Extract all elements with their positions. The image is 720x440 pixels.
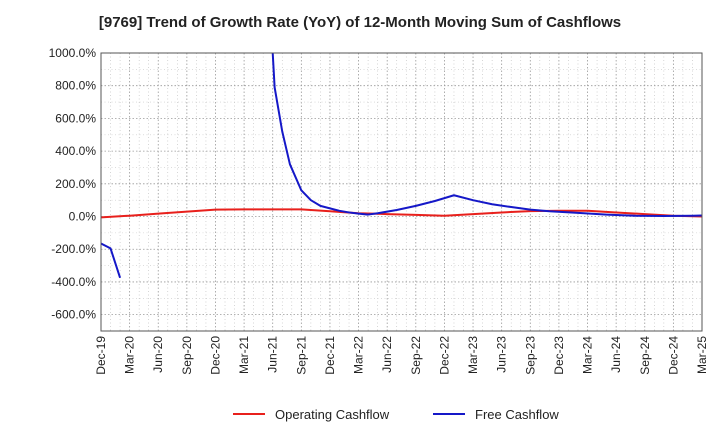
- x-tick-label: Sep-23: [523, 336, 537, 375]
- axis-layer: Dec-19 Mar-20 Jun-20 Sep-20 Dec-20 Mar-21 Jun-…: [49, 46, 709, 375]
- x-tick-label: Mar-22: [352, 336, 366, 374]
- x-tick-label: Sep-24: [638, 336, 652, 375]
- series-line-1: [271, 52, 702, 218]
- y-tick-label: 400.0%: [55, 144, 96, 158]
- legend-label-0: Operating Cashflow: [275, 407, 390, 422]
- y-tick-label: -200.0%: [51, 242, 96, 256]
- y-tick-label: 0.0%: [69, 210, 97, 224]
- x-tick-label: Dec-23: [552, 336, 566, 375]
- y-tick-label: 800.0%: [55, 79, 96, 93]
- x-tick-label: Jun-24: [609, 336, 623, 373]
- legend-layer: Operating Cashflow Free Cashflow: [233, 407, 559, 422]
- chart-title: [9769] Trend of Growth Rate (YoY) of 12-…: [98, 14, 622, 31]
- x-tick-label: Sep-21: [294, 336, 308, 375]
- series-layer: [101, 52, 702, 279]
- plot-border: [100, 52, 703, 332]
- y-tick-label: 600.0%: [55, 111, 96, 125]
- x-tick-label: Mar-20: [123, 336, 137, 374]
- x-tick-label: Mar-21: [237, 336, 251, 374]
- grid-layer: [100, 52, 703, 332]
- plot-area: [101, 53, 702, 331]
- x-tick-label: Sep-20: [180, 336, 194, 375]
- x-tick-label: Dec-19: [94, 336, 108, 375]
- x-tick-label: Jun-23: [495, 336, 509, 373]
- x-tick-label: Mar-24: [581, 336, 595, 374]
- x-tick-label: Mar-23: [466, 336, 480, 374]
- y-tick-label: 200.0%: [55, 177, 96, 191]
- x-tick-label: Mar-25: [695, 336, 709, 374]
- x-tick-label: Dec-22: [437, 336, 451, 375]
- x-tick-label: Dec-20: [208, 336, 222, 375]
- y-tick-label: -600.0%: [51, 308, 96, 322]
- y-tick-label: -400.0%: [51, 275, 96, 289]
- x-tick-label: Dec-21: [323, 336, 337, 375]
- x-tick-label: Sep-22: [409, 336, 423, 375]
- x-tick-label: Jun-21: [266, 336, 280, 373]
- legend-label-1: Free Cashflow: [475, 407, 559, 422]
- y-tick-label: 1000.0%: [49, 46, 97, 60]
- series-line-1: [101, 242, 122, 279]
- x-tick-label: Dec-24: [666, 336, 680, 375]
- x-tick-label: Jun-22: [380, 336, 394, 373]
- series-line-0: [101, 208, 702, 219]
- x-tick-label: Jun-20: [151, 336, 165, 373]
